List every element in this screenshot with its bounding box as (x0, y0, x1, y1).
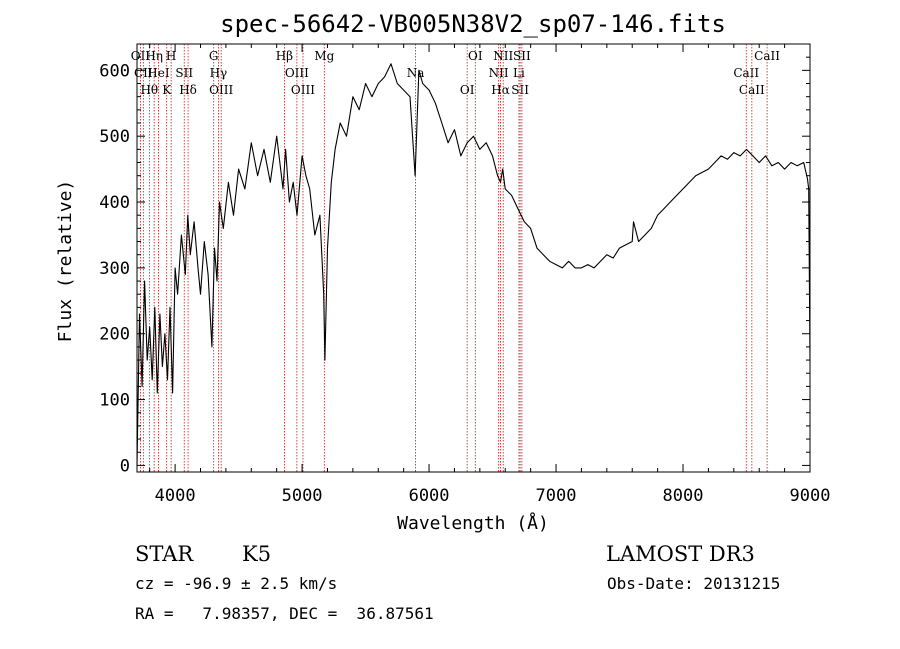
plot-frame (136, 43, 811, 473)
emission-line-label: CaII (754, 49, 780, 63)
emission-line-label: CaII (739, 83, 765, 97)
emission-line-label: HeI (147, 66, 170, 80)
emission-line-label: Hα (491, 83, 510, 97)
emission-line-label: SII (511, 83, 529, 97)
emission-line-label: Li (513, 66, 525, 80)
emission-line-label: OIII (209, 83, 233, 97)
y-tick-label: 0 (120, 456, 130, 476)
emission-line-label: Hη (145, 49, 163, 63)
y-tick-label: 400 (99, 193, 130, 213)
y-tick-label: 100 (99, 391, 130, 411)
x-tick-label: 7000 (536, 486, 577, 506)
redshift-velocity: cz = -96.9 ± 2.5 km/s (135, 574, 337, 593)
emission-line-label: CII (134, 66, 153, 80)
y-tick-label: 200 (99, 325, 130, 345)
chart-title: spec-56642-VB005N38V2_sp07-146.fits (220, 10, 726, 38)
emission-line-label: Mg (314, 49, 334, 63)
spectrum-series (136, 63, 811, 466)
spectrum-line (136, 63, 811, 466)
y-tick-label: 500 (99, 127, 130, 147)
emission-line-label: OI (468, 49, 483, 63)
emission-line-label: Hβ (276, 49, 293, 63)
emission-line-label: Hθ (140, 83, 158, 97)
y-tick-label: 600 (99, 61, 130, 81)
x-tick-label: 4000 (155, 486, 196, 506)
x-tick-label: 5000 (282, 486, 323, 506)
emission-line-label: NII (489, 66, 509, 80)
emission-line-label: Na (407, 66, 425, 80)
emission-line-label: CaII (733, 66, 759, 80)
emission-line-label: Hγ (210, 66, 228, 80)
object-class: STAR (135, 542, 194, 566)
object-subclass: K5 (242, 542, 271, 566)
observation-date: Obs-Date: 20131215 (607, 574, 780, 593)
emission-line-label: Hδ (179, 83, 197, 97)
x-axis-label: Wavelength (Å) (397, 512, 549, 534)
y-axis-label: Flux (relative) (55, 180, 76, 343)
emission-line-label: G (209, 49, 219, 63)
emission-line-label: H (166, 49, 176, 63)
x-tick-label: 9000 (790, 486, 831, 506)
y-tick-label: 300 (99, 259, 130, 279)
emission-line-label: NII (493, 49, 513, 63)
emission-line-label: OI (460, 83, 475, 97)
x-tick-label: 6000 (409, 486, 450, 506)
emission-line-label: SII (513, 49, 531, 63)
emission-line-label: K (162, 83, 172, 97)
survey-name: LAMOST DR3 (606, 542, 755, 566)
y-axis-ticks: 0 100 200 300 400 500 600 (99, 56, 810, 476)
x-axis-ticks: 4000 5000 6000 7000 8000 9000 (149, 44, 831, 506)
emission-line-markers: OII CII Hθ Hη HeI K H SII Hδ G Hγ OIII Hβ OIII OIII Mg N… (131, 44, 780, 472)
emission-line-label: OII (131, 49, 151, 63)
emission-line-label: SII (175, 66, 193, 80)
emission-line-label: OIII (291, 83, 315, 97)
ra-dec: RA = 7.98357, DEC = 36.87561 (135, 604, 434, 623)
emission-line-label: OIII (285, 66, 309, 80)
x-tick-label: 8000 (663, 486, 704, 506)
